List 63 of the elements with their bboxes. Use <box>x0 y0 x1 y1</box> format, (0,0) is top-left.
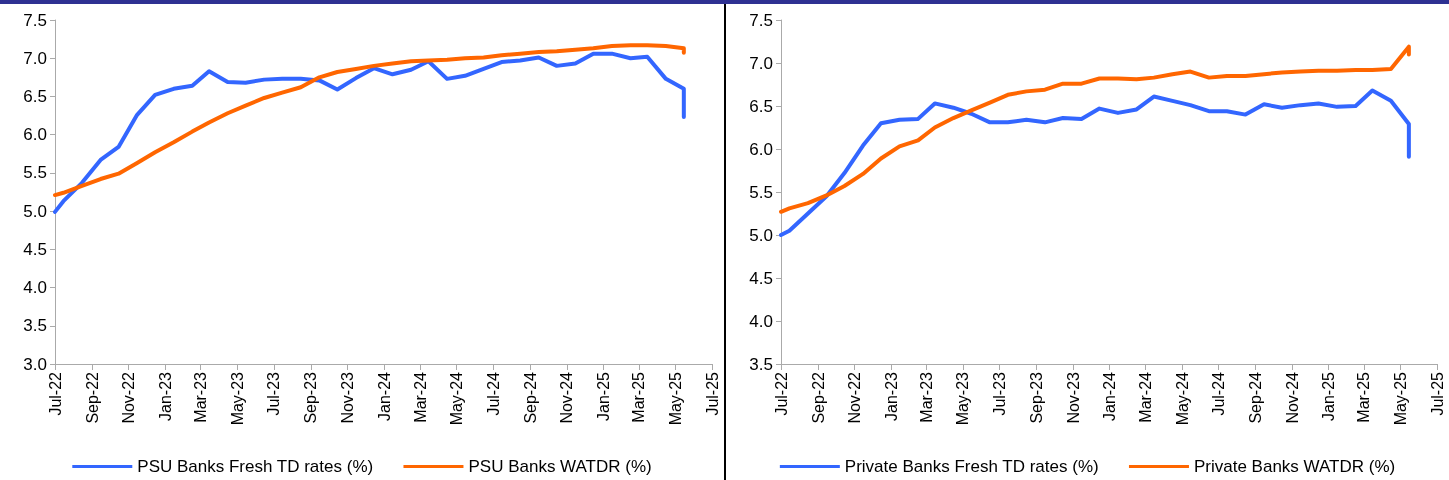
y-tick-label: 3.5 <box>23 316 47 336</box>
x-tick-label: Mar-24 <box>411 371 429 423</box>
x-tick-label: Sep-23 <box>302 371 320 424</box>
x-tick-label: May-24 <box>1173 371 1191 426</box>
line-series <box>779 44 1411 214</box>
x-tick-label: Nov-24 <box>1283 371 1301 424</box>
x-tick-label: Jul-25 <box>703 371 721 416</box>
x-tick-label: Jan-24 <box>375 371 393 421</box>
x-tick-label: Jul-22 <box>772 371 790 416</box>
y-tick-label: 3.5 <box>749 354 773 374</box>
y-tick-label: 4.5 <box>749 268 773 288</box>
x-tick-label: Jul-24 <box>484 371 502 416</box>
x-tick-label: Jul-23 <box>990 371 1008 416</box>
x-tick-label: Nov-22 <box>846 371 864 424</box>
y-tick-label: 5.0 <box>749 225 773 245</box>
y-tick-label: 3.0 <box>23 354 47 374</box>
y-tick-label: 7.0 <box>23 48 47 68</box>
line-series <box>779 88 1411 237</box>
x-tick-label: Mar-23 <box>917 371 935 423</box>
x-tick-label: Nov-23 <box>1064 371 1082 424</box>
x-tick-label: May-25 <box>666 371 684 426</box>
legend-label: Private Banks Fresh TD rates (%) <box>844 457 1099 476</box>
x-tick-label: Jan-23 <box>882 371 900 421</box>
y-tick-label: 6.0 <box>749 139 773 159</box>
x-tick-label: Sep-22 <box>83 371 101 424</box>
x-tick-label: May-25 <box>1391 371 1409 426</box>
y-tick-label: 6.5 <box>749 96 773 116</box>
x-tick-label: Sep-24 <box>1247 371 1265 424</box>
x-tick-label: Jul-23 <box>265 371 283 416</box>
x-tick-label: Sep-23 <box>1028 371 1046 424</box>
x-tick-label: Jan-24 <box>1101 371 1119 421</box>
y-tick-label: 6.5 <box>23 86 47 106</box>
y-tick-label: 7.5 <box>23 10 47 30</box>
y-tick-label: 6.0 <box>23 125 47 145</box>
x-tick-label: Nov-24 <box>558 371 576 424</box>
x-tick-label: Jul-24 <box>1210 371 1228 416</box>
y-tick-label: 4.0 <box>23 278 47 298</box>
x-tick-label: Jan-23 <box>156 371 174 421</box>
x-tick-label: Jan-25 <box>595 371 612 421</box>
x-tick-label: Mar-25 <box>630 371 648 423</box>
x-tick-label: Mar-25 <box>1355 371 1373 423</box>
legend-label: PSU Banks Fresh TD rates (%) <box>137 457 374 476</box>
x-tick-label: Mar-23 <box>192 371 210 423</box>
y-tick-label: 7.0 <box>749 53 773 73</box>
y-tick-label: 4.5 <box>23 239 47 259</box>
x-tick-label: May-24 <box>448 371 466 426</box>
x-tick-label: May-23 <box>954 371 972 426</box>
y-tick-label: 5.5 <box>749 182 773 202</box>
legend-label: Private Banks WATDR (%) <box>1193 457 1396 476</box>
x-tick-label: Jan-25 <box>1320 371 1338 421</box>
x-tick-label: Nov-22 <box>120 371 138 424</box>
x-tick-label: May-23 <box>228 371 246 426</box>
x-tick-label: Jul-25 <box>1428 371 1446 416</box>
x-tick-label: Sep-22 <box>809 371 827 424</box>
y-tick-label: 5.0 <box>23 201 47 221</box>
legend-label: PSU Banks WATDR (%) <box>468 457 652 476</box>
y-tick-label: 4.0 <box>749 311 773 331</box>
x-tick-label: Nov-23 <box>339 371 357 424</box>
y-tick-label: 5.5 <box>23 163 47 183</box>
x-tick-label: Sep-24 <box>521 371 539 424</box>
x-tick-label: Jul-22 <box>46 371 64 416</box>
y-tick-label: 7.5 <box>749 10 773 30</box>
x-tick-label: Mar-24 <box>1137 371 1155 423</box>
